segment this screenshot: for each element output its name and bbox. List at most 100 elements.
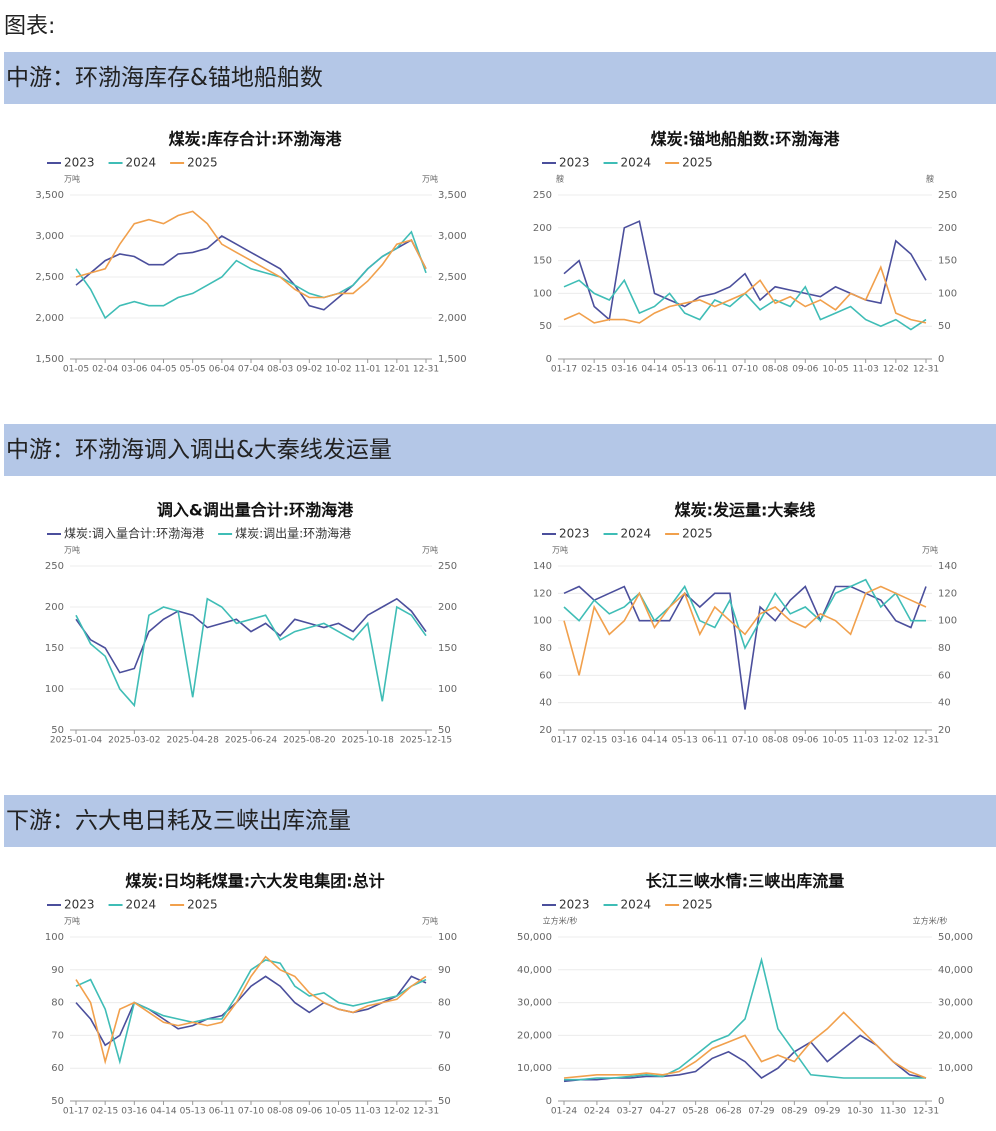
x-tick-label: 2025-06-24 <box>225 736 278 746</box>
y2-tick-label: 150 <box>938 256 957 267</box>
y-tick-label: 40,000 <box>517 965 552 976</box>
series-line <box>75 597 427 708</box>
y2-tick-label: 60 <box>938 670 951 681</box>
y2-tick-label: 80 <box>438 998 451 1009</box>
x-tick-label: 12-02 <box>384 1107 410 1117</box>
chart-title: 煤炭:锚地船舶数:环渤海港 <box>651 130 841 149</box>
y2-tick-label: 20 <box>938 725 951 736</box>
y-tick-label: 50 <box>51 1096 64 1107</box>
series-line <box>75 235 427 311</box>
y-tick-label: 150 <box>45 643 64 654</box>
y2-tick-label: 0 <box>938 1096 944 1107</box>
series-line <box>75 955 427 1065</box>
chart-title: 煤炭:日均耗煤量:六大发电集团:总计 <box>125 872 384 891</box>
x-tick-label: 12-01 <box>384 365 410 375</box>
x-tick-label: 12-31 <box>413 365 439 375</box>
x-tick-label: 04-05 <box>150 365 176 375</box>
x-tick-label: 11-03 <box>355 1107 381 1117</box>
x-tick-label: 08-03 <box>267 365 293 375</box>
x-tick-label: 11-03 <box>853 365 879 375</box>
y2-tick-label: 100 <box>438 684 457 695</box>
series-line <box>75 597 427 674</box>
y-tick-label: 100 <box>533 288 552 299</box>
x-tick-label: 09-06 <box>296 1107 322 1117</box>
y2-tick-label: 100 <box>938 616 957 627</box>
legend-label: 2023 <box>64 156 95 170</box>
y-tick-label: 100 <box>533 616 552 627</box>
section-title: 下游：六大电日耗及三峡出库流量 <box>4 795 996 847</box>
y-tick-label: 2,500 <box>35 272 64 283</box>
x-tick-label: 07-10 <box>732 736 758 746</box>
y-tick-label: 10,000 <box>517 1063 552 1074</box>
y2-tick-label: 200 <box>938 223 957 234</box>
legend-label: 2024 <box>621 156 652 170</box>
x-tick-label: 05-13 <box>180 1107 206 1117</box>
y-tick-label: 90 <box>51 965 64 976</box>
y2-tick-label: 40 <box>938 698 951 709</box>
y-tick-label: 100 <box>45 684 64 695</box>
y2-tick-label: 100 <box>438 932 457 943</box>
legend-label: 2023 <box>559 898 590 912</box>
x-tick-label: 12-31 <box>913 1107 939 1117</box>
series-line <box>563 1034 927 1083</box>
x-tick-label: 01-24 <box>551 1107 577 1117</box>
x-tick-label: 02-24 <box>584 1107 610 1117</box>
x-tick-label: 07-29 <box>748 1107 774 1117</box>
x-tick-label: 06-11 <box>702 365 728 375</box>
x-tick-label: 2025-03-02 <box>108 736 160 746</box>
x-tick-label: 04-14 <box>641 736 667 746</box>
series-line <box>75 975 427 1047</box>
x-tick-label: 04-27 <box>650 1107 676 1117</box>
y-tick-label: 20,000 <box>517 1030 552 1041</box>
section-title: 中游：环渤海调入调出&大秦线发运量 <box>4 424 996 476</box>
legend-label: 2023 <box>559 527 590 541</box>
y2-tick-label: 50,000 <box>938 932 973 943</box>
x-tick-label: 03-16 <box>611 736 637 746</box>
x-tick-label: 12-02 <box>883 365 909 375</box>
y-tick-label: 200 <box>533 223 552 234</box>
y-tick-label: 50 <box>539 321 552 332</box>
x-tick-label: 07-10 <box>238 1107 264 1117</box>
y-tick-label: 200 <box>45 602 64 613</box>
y2-tick-label: 90 <box>438 965 451 976</box>
series-line <box>563 220 927 322</box>
x-tick-label: 09-06 <box>792 736 818 746</box>
x-tick-label: 2025-12-15 <box>400 736 452 746</box>
y-tick-label: 250 <box>533 190 552 201</box>
y2-tick-label: 140 <box>938 561 957 572</box>
y2-unit: 艘 <box>926 174 934 184</box>
x-tick-label: 2025-01-04 <box>50 736 103 746</box>
y2-tick-label: 120 <box>938 588 957 599</box>
y-unit: 立方米/秒 <box>543 916 578 926</box>
x-tick-label: 08-08 <box>762 736 788 746</box>
y2-tick-label: 50 <box>438 1096 451 1107</box>
legend-label: 2024 <box>621 527 652 541</box>
y2-tick-label: 3,000 <box>438 231 467 242</box>
x-tick-label: 06-04 <box>209 365 235 375</box>
x-tick-label: 10-02 <box>325 365 351 375</box>
legend-label: 2023 <box>559 156 590 170</box>
y-tick-label: 20 <box>539 725 552 736</box>
x-tick-label: 08-29 <box>781 1107 807 1117</box>
x-tick-label: 01-17 <box>551 736 577 746</box>
y2-tick-label: 2,000 <box>438 313 467 324</box>
x-tick-label: 02-15 <box>92 1107 118 1117</box>
y2-tick-label: 50 <box>938 321 951 332</box>
y-tick-label: 70 <box>51 1030 64 1041</box>
x-tick-label: 11-01 <box>355 365 381 375</box>
x-tick-label: 10-30 <box>847 1107 873 1117</box>
y-tick-label: 100 <box>45 932 64 943</box>
y2-unit: 万吨 <box>922 545 938 555</box>
x-tick-label: 06-11 <box>209 1107 235 1117</box>
y-tick-label: 1,500 <box>35 354 64 365</box>
x-tick-label: 2025-04-28 <box>167 736 220 746</box>
y2-tick-label: 60 <box>438 1063 451 1074</box>
x-tick-label: 03-27 <box>617 1107 643 1117</box>
x-tick-label: 11-30 <box>880 1107 906 1117</box>
y2-tick-label: 150 <box>438 643 457 654</box>
y-unit: 万吨 <box>64 174 80 184</box>
x-tick-label: 01-17 <box>551 365 577 375</box>
legend-label: 2023 <box>64 898 95 912</box>
x-tick-label: 12-31 <box>913 365 939 375</box>
